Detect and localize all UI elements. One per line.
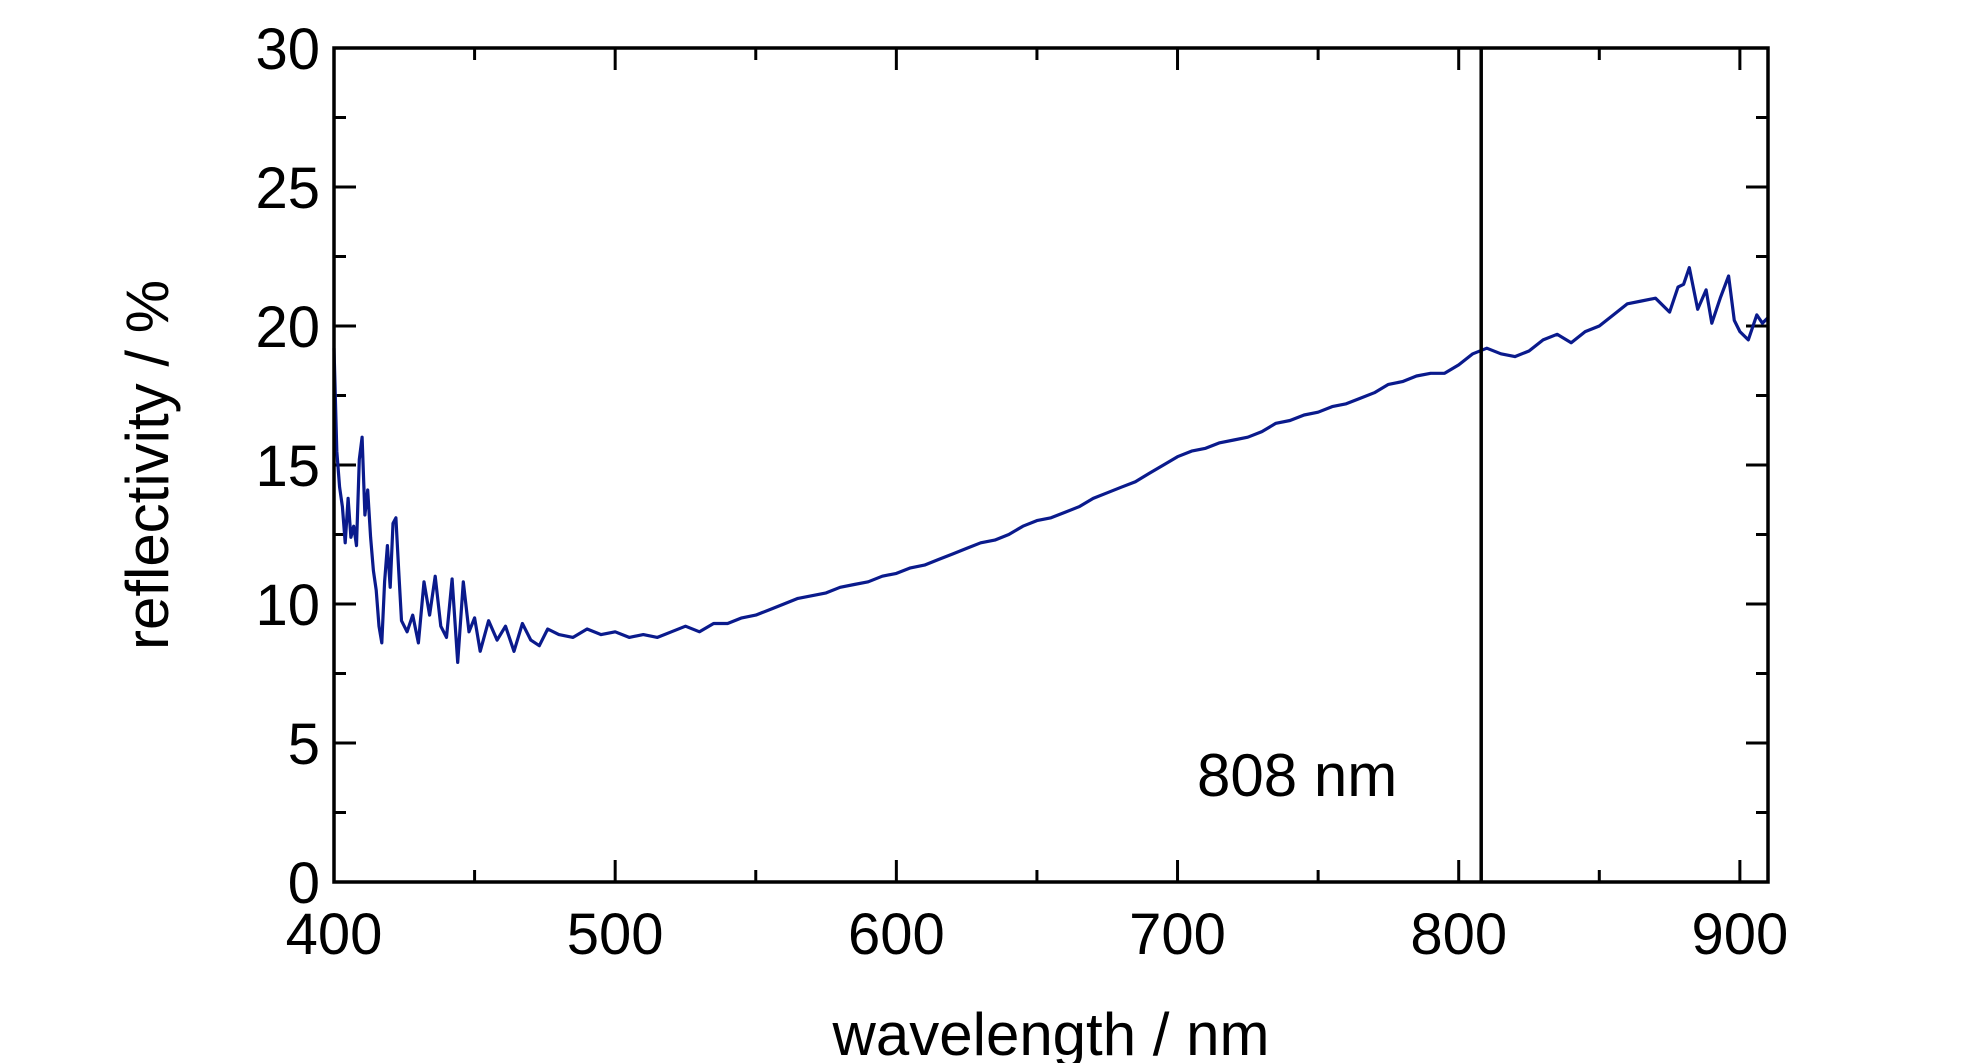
y-tick-label: 0 [288, 851, 320, 916]
y-axis-ticks [334, 46, 1768, 884]
y-tick-label: 10 [255, 573, 320, 638]
x-axis-title: wavelength / nm [832, 1001, 1270, 1063]
x-tick-label: 900 [1691, 902, 1788, 967]
y-tick-label: 25 [255, 156, 320, 221]
x-tick-label: 400 [286, 902, 383, 967]
y-tick-label: 5 [288, 712, 320, 777]
x-axis-tick-labels: 400 500 600 700 800 900 [286, 902, 1789, 967]
plot-frame [332, 46, 1770, 884]
x-tick-label: 800 [1410, 902, 1507, 967]
x-axis-ticks [332, 48, 1742, 882]
y-tick-label: 30 [255, 17, 320, 82]
reflectivity-series-line [332, 266, 1770, 664]
y-tick-label: 15 [255, 434, 320, 499]
reference-line-label: 808 nm [1197, 742, 1397, 809]
x-tick-label: 600 [848, 902, 945, 967]
x-tick-label: 700 [1129, 902, 1226, 967]
y-tick-label: 20 [255, 295, 320, 360]
x-tick-label: 500 [567, 902, 664, 967]
y-axis-tick-labels: 0 5 10 15 20 25 30 [255, 17, 320, 916]
y-axis-title: reflectivity / % [114, 280, 181, 650]
